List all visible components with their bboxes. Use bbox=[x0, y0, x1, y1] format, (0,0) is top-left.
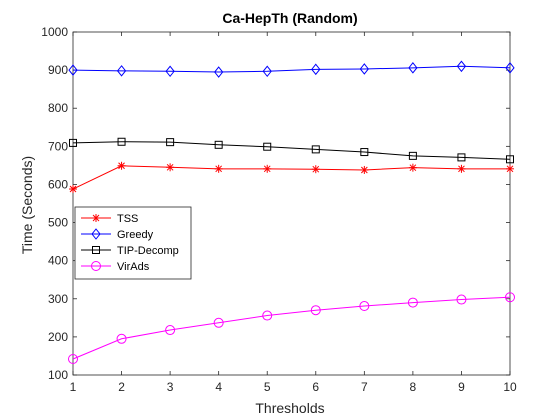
marker-stroke bbox=[118, 162, 125, 170]
data-point-greedy bbox=[262, 65, 272, 78]
data-point-virads bbox=[165, 325, 176, 336]
data-point-virads bbox=[213, 317, 224, 328]
marker-stroke bbox=[166, 163, 174, 171]
data-point-tss bbox=[408, 163, 417, 172]
x-tick-label: 3 bbox=[167, 380, 174, 394]
y-tick-label: 1000 bbox=[41, 25, 68, 39]
y-tick-label: 800 bbox=[48, 101, 68, 115]
data-point-tss bbox=[117, 161, 126, 170]
legend-entry-greedy: Greedy bbox=[81, 228, 154, 241]
legend-entry-tss: TSS bbox=[81, 213, 138, 225]
legend-marker bbox=[92, 246, 100, 254]
marker-stroke bbox=[215, 165, 223, 173]
data-point-tss bbox=[360, 165, 369, 174]
data-point-virads bbox=[505, 292, 515, 303]
data-point-tss bbox=[263, 164, 272, 173]
data-point-greedy bbox=[505, 62, 515, 74]
x-tick-label: 4 bbox=[215, 380, 222, 394]
data-point-tss bbox=[457, 164, 466, 173]
series-virads bbox=[68, 292, 515, 364]
y-tick-label: 400 bbox=[48, 254, 68, 268]
series-line-greedy bbox=[72, 65, 511, 73]
y-tick-label: 100 bbox=[48, 368, 68, 382]
legend-entry-virads: VirAds bbox=[81, 261, 150, 273]
y-tick-label: 500 bbox=[48, 216, 68, 230]
chart-title: Ca-HepTh (Random) bbox=[222, 10, 357, 26]
data-point-greedy bbox=[214, 66, 224, 78]
data-point-tip-decomp bbox=[506, 155, 514, 164]
x-tick-label: 7 bbox=[361, 380, 368, 394]
series-tss bbox=[69, 161, 514, 194]
series-line-tip-decomp bbox=[72, 141, 511, 160]
data-point-virads bbox=[456, 294, 467, 305]
x-axis-label: Thresholds bbox=[255, 400, 324, 416]
marker-stroke bbox=[92, 214, 100, 222]
x-tick-label: 2 bbox=[118, 380, 125, 394]
legend: TSS Greedy TIP-Decomp VirAds bbox=[74, 206, 192, 280]
marker-stroke bbox=[312, 165, 320, 173]
marker-stroke bbox=[263, 165, 271, 173]
data-point-greedy bbox=[165, 65, 175, 78]
x-tick-label: 5 bbox=[264, 380, 271, 394]
data-point-tss bbox=[311, 165, 320, 174]
data-point-tss bbox=[166, 163, 175, 172]
data-point-greedy bbox=[359, 63, 369, 75]
data-point-tss bbox=[69, 185, 77, 194]
y-tick-label: 300 bbox=[48, 292, 68, 306]
x-tick-label: 6 bbox=[312, 380, 319, 394]
y-tick-label: 900 bbox=[48, 63, 68, 77]
data-point-tip-decomp bbox=[69, 138, 77, 147]
x-tick-label: 9 bbox=[458, 380, 465, 394]
series-line-virads bbox=[72, 296, 511, 360]
series-greedy bbox=[68, 60, 515, 78]
data-point-tss bbox=[214, 164, 223, 173]
data-point-virads bbox=[310, 305, 321, 316]
plot-frame bbox=[72, 31, 511, 376]
marker-stroke bbox=[506, 165, 514, 173]
data-point-greedy bbox=[408, 62, 418, 74]
legend-label: TSS bbox=[117, 213, 138, 225]
legend-label: TIP-Decomp bbox=[117, 245, 179, 257]
legend-label: VirAds bbox=[117, 261, 150, 273]
data-point-tss bbox=[506, 164, 514, 173]
y-tick-label: 200 bbox=[48, 330, 68, 344]
data-point-tip-decomp bbox=[408, 151, 417, 160]
data-point-tip-decomp bbox=[457, 153, 466, 162]
data-point-virads bbox=[116, 333, 127, 344]
data-point-greedy bbox=[311, 63, 321, 76]
legend-marker bbox=[91, 228, 101, 240]
y-tick-label: 700 bbox=[48, 139, 68, 153]
x-tick-label: 1 bbox=[70, 380, 77, 394]
y-tick-label: 600 bbox=[48, 177, 68, 191]
marker-stroke bbox=[458, 165, 465, 173]
data-point-virads bbox=[359, 301, 370, 312]
marker-stroke bbox=[360, 166, 368, 174]
marker-stroke bbox=[69, 185, 77, 193]
data-point-tip-decomp bbox=[214, 140, 223, 149]
data-point-greedy bbox=[116, 65, 127, 77]
data-point-virads bbox=[262, 310, 273, 321]
data-point-virads bbox=[407, 297, 418, 308]
legend-marker bbox=[92, 214, 100, 222]
series-tip-decomp bbox=[69, 137, 514, 164]
plot-area: 1 2 3 4 5 6 7 8 9 10 100 200 300 400 500 600 700 800 900 10… bbox=[41, 25, 517, 394]
series-line-tss bbox=[72, 165, 510, 190]
data-point-tip-decomp bbox=[166, 138, 175, 147]
data-point-greedy bbox=[68, 64, 78, 76]
x-tick-label: 10 bbox=[503, 380, 517, 394]
legend-label: Greedy bbox=[117, 229, 154, 241]
data-point-tip-decomp bbox=[311, 145, 320, 154]
data-point-tip-decomp bbox=[360, 148, 369, 157]
legend-marker bbox=[91, 261, 101, 271]
x-tick-label: 8 bbox=[410, 380, 417, 394]
data-point-tip-decomp bbox=[117, 137, 126, 146]
data-point-tip-decomp bbox=[263, 142, 272, 151]
y-axis-label: Time (Seconds) bbox=[19, 156, 35, 254]
marker-stroke bbox=[409, 164, 417, 172]
data-point-virads bbox=[68, 353, 78, 364]
legend-entry-tip-decomp: TIP-Decomp bbox=[81, 245, 179, 257]
data-point-greedy bbox=[456, 60, 467, 73]
